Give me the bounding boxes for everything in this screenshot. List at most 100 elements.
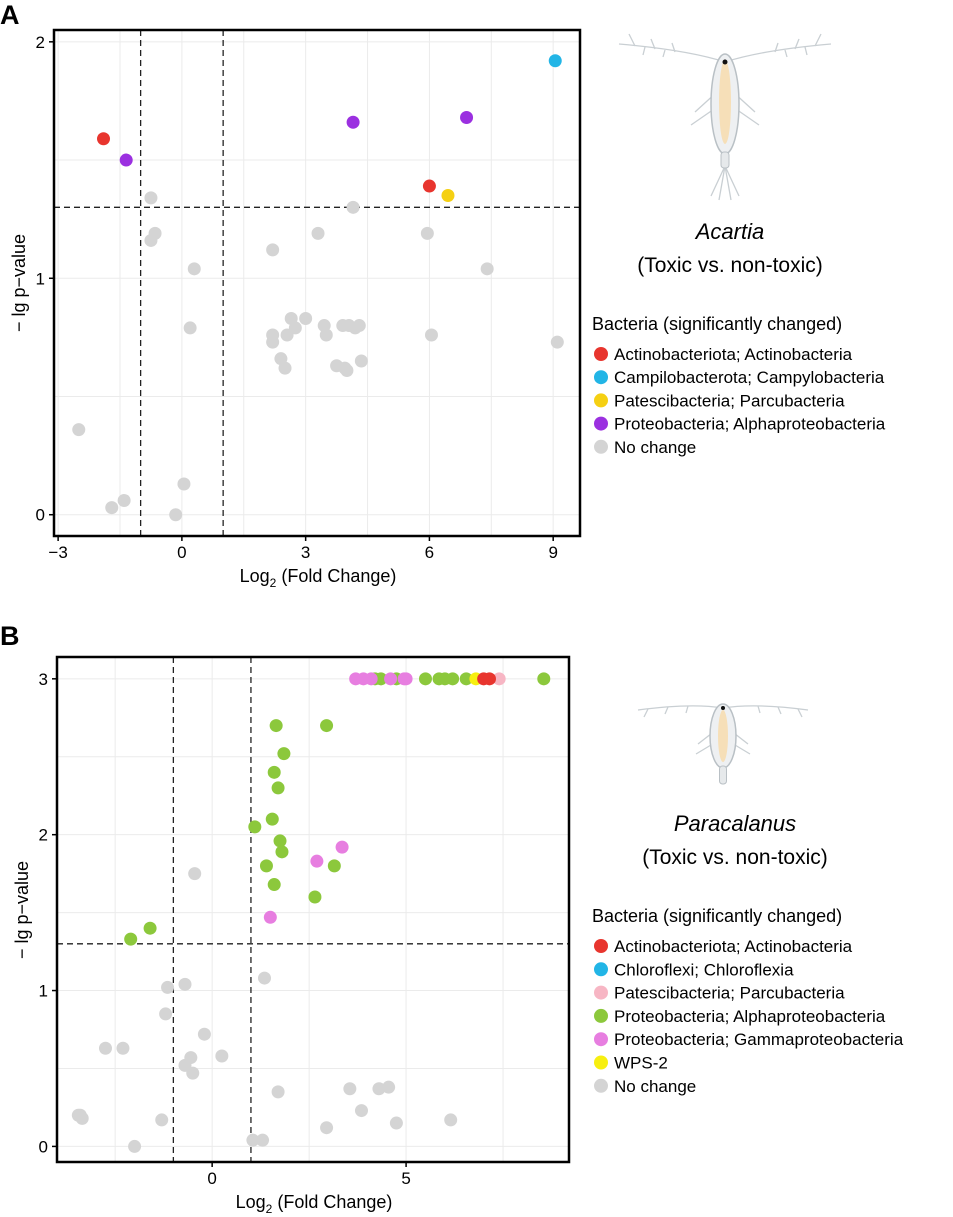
panel-a-data-point [105, 501, 119, 515]
panel-b-points [71, 672, 551, 1153]
panel-a-organism-name: Acartia [694, 219, 764, 244]
panel-a-data-point [278, 361, 292, 375]
panel-a-data-point [97, 132, 111, 146]
panel-b-data-point [256, 1133, 270, 1147]
panel-b-data-point [267, 878, 281, 892]
panel-a-data-point [422, 179, 436, 193]
paracalanus-copepod-illustration [637, 703, 809, 785]
panel-a-x-tick-label: −3 [48, 543, 67, 562]
panel-a-data-point [460, 110, 474, 124]
panel-a-x-tick-label: 0 [177, 543, 186, 562]
panel-b-legend-title: Bacteria (significantly changed) [592, 906, 842, 926]
panel-b-data-point [184, 1051, 198, 1065]
panel-a-y-tick-label: 0 [36, 506, 45, 525]
panel-b-legend-swatch [594, 1078, 608, 1093]
panel-a-legend: Actinobacteriota; Actinobacteria Campilob… [594, 345, 886, 457]
panel-b-data-point [161, 980, 175, 994]
panel-a-data-point [354, 354, 368, 368]
panel-b-x-label-suffix: (Fold Change) [272, 1192, 392, 1212]
panel-a-legend-swatch [594, 347, 608, 361]
panel-a-data-point [144, 191, 158, 205]
panel-b-plot-frame [55, 655, 571, 1164]
panel-a-data-point [169, 508, 183, 522]
panel-b-y-tick-label: 0 [39, 1137, 48, 1156]
panel-b-legend-swatch [594, 985, 608, 1000]
panel-b-data-point [372, 1082, 386, 1096]
panel-b-y-tick-label: 1 [39, 982, 48, 1001]
panel-b-data-point [248, 820, 262, 834]
panel-b-data-point [258, 971, 272, 985]
panel-b-y-tick-label: 2 [39, 826, 48, 845]
panel-b-data-point [343, 1082, 357, 1096]
panel-b-data-point [73, 1108, 87, 1122]
panel-b-data-point [537, 672, 551, 686]
panel-a-data-point [288, 321, 302, 335]
panel-b-legend-label: No change [614, 1077, 696, 1096]
panel-a-data-point [424, 328, 438, 342]
panel-b-x-label-prefix: Log [236, 1192, 266, 1212]
panel-b-data-point [389, 1116, 403, 1130]
panel-a-x-tick-label: 9 [548, 543, 557, 562]
panel-b-legend-label: Actinobacteriota; Actinobacteria [614, 937, 853, 956]
panel-b-data-point [310, 854, 324, 868]
panel-b-data-point [188, 867, 202, 881]
panel-b-data-point [116, 1041, 130, 1055]
panel-b-data-point [186, 1066, 200, 1080]
panel-b-gridlines [57, 657, 569, 1162]
panel-b-data-point [384, 672, 398, 686]
panel-a-data-point [311, 226, 325, 240]
panel-b-legend-label: Proteobacteria; Gammaproteobacteria [614, 1030, 904, 1049]
panel-a-data-point [177, 477, 191, 491]
panel-b-data-point [459, 672, 473, 686]
panel-b-y-tick-label: 3 [39, 670, 48, 689]
panel-b-data-point [246, 1133, 260, 1147]
panel-b-data-point [446, 672, 460, 686]
panel-b-legend: Actinobacteriota; Actinobacteria Chlorofl… [594, 937, 904, 1096]
panel-a-legend-label: No change [614, 438, 696, 457]
panel-a-data-point [266, 335, 280, 349]
panel-b-data-point [98, 1041, 112, 1055]
panel-a-legend-swatch [594, 416, 608, 431]
panel-a-points [72, 54, 564, 522]
panel-a-data-point [480, 262, 494, 276]
panel-b-data-point [271, 1085, 285, 1099]
panel-a-plot-frame [52, 28, 582, 538]
panel-b-legend-label: WPS-2 [614, 1054, 668, 1073]
panel-b-label: B [0, 621, 20, 651]
panel-b-data-point [155, 1113, 169, 1127]
panel-b-data-point [159, 1007, 173, 1021]
panel-a-legend-swatch [594, 370, 608, 385]
panel-b-data-point [364, 672, 378, 686]
panel-a-data-point [346, 200, 360, 214]
panel-b-legend-swatch [594, 939, 608, 953]
panel-a-label: A [0, 0, 20, 30]
panel-a-data-point [548, 54, 562, 68]
panel-b-data-point [259, 859, 273, 873]
panel-b-data-point [128, 1139, 142, 1153]
panel-b-comparison: (Toxic vs. non-toxic) [642, 846, 828, 869]
panel-b-x-tick-label: 5 [401, 1169, 410, 1188]
panel-b-data-point [320, 719, 334, 733]
panel-b-data-point [327, 859, 341, 873]
panel-b-data-point [178, 977, 192, 991]
panel-b-data-point [124, 932, 138, 946]
panel-a-x-label-suffix: (Fold Change) [276, 566, 396, 586]
panel-b-data-point [399, 672, 413, 686]
panel-b-data-point [335, 840, 349, 854]
panel-b-data-point [273, 834, 287, 848]
panel-a-x-tick-label: 6 [425, 543, 434, 562]
panel-b-data-point [143, 921, 157, 935]
panel-a-gridlines [54, 30, 580, 536]
panel-a-x-label-prefix: Log [240, 566, 270, 586]
panel-a-data-point [420, 226, 434, 240]
panel-b-data-point [482, 672, 496, 686]
panel-a-data-point [119, 153, 133, 167]
panel-a-data-point [117, 494, 131, 508]
panel-b-legend-swatch [594, 962, 608, 977]
panel-b-legend-swatch [594, 1055, 608, 1070]
panel-a-legend-label: Campilobacterota; Campylobacteria [614, 368, 885, 387]
panel-a-data-point [72, 423, 86, 437]
